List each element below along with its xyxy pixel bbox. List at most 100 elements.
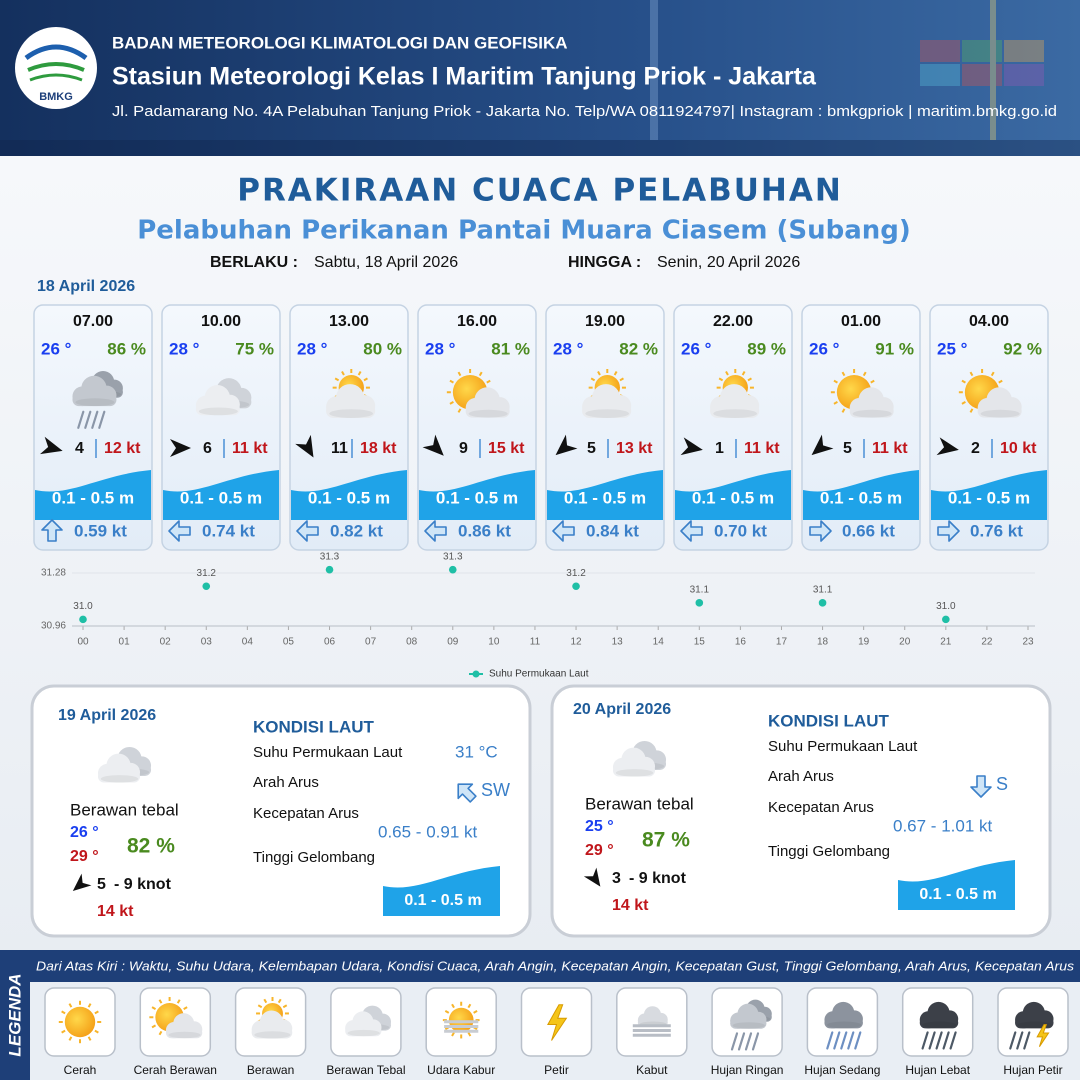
- time: 13.00: [329, 313, 369, 330]
- wave-height: 0.1 - 0.5 m: [564, 488, 646, 507]
- logo-arc: [29, 73, 83, 82]
- cloud-base: [710, 403, 760, 418]
- cloud-shade: [75, 398, 115, 407]
- wind-direction: [170, 439, 191, 457]
- header-band: [0, 0, 1080, 156]
- x-tick-label: 02: [160, 637, 172, 648]
- wind-direction: [936, 437, 959, 456]
- weather-icon: [582, 369, 632, 418]
- wind-speed: 9: [459, 440, 468, 457]
- daily-panel: 20 April 2026 Berawan tebal 25 ° 29 ° 87 % 3-…: [550, 684, 1052, 938]
- sea-heading: KONDISI LAUT: [768, 711, 890, 730]
- sun-ray: [467, 1003, 472, 1009]
- temperature: 28 °: [425, 339, 456, 358]
- sun-ray: [478, 371, 483, 377]
- sun-ray: [87, 1003, 92, 1008]
- weather-icon: [442, 1001, 480, 1039]
- sun-ray: [833, 401, 838, 405]
- cloud-base: [612, 764, 656, 777]
- sun-ray: [467, 1032, 472, 1037]
- x-tick-label: 08: [406, 637, 418, 648]
- wave: [419, 470, 535, 520]
- current-speed: 0.76 kt: [970, 521, 1023, 540]
- x-tick-label: 10: [488, 637, 500, 648]
- cloud-base: [72, 393, 117, 407]
- cloud-shade: [168, 1031, 201, 1039]
- current-direction: [809, 520, 832, 542]
- wave-height: 0.1 - 0.5 m: [948, 488, 1030, 507]
- weather-icon: [149, 997, 203, 1039]
- value-label: 31.1: [813, 584, 833, 595]
- wave: [547, 470, 663, 520]
- legend-item: Hujan Ringan: [711, 987, 783, 1077]
- x-tick-label: 12: [570, 637, 582, 648]
- wave-height: 0.1 - 0.5 m: [919, 886, 996, 903]
- cloud-shade: [347, 1029, 380, 1037]
- rain: [840, 1031, 848, 1050]
- sun-ray: [457, 371, 462, 377]
- cloud-base: [195, 402, 240, 416]
- x-tick-label: 00: [77, 637, 89, 648]
- value-label: 31.2: [566, 568, 586, 579]
- humidity: 91 %: [875, 339, 914, 358]
- wind-direction: [680, 437, 703, 456]
- current-speed: 0.82 kt: [330, 521, 383, 540]
- gust: 10 kt: [1000, 440, 1037, 457]
- x-tick-label: 22: [981, 637, 993, 648]
- sun-ray: [841, 371, 846, 377]
- cloud: [977, 387, 1022, 418]
- temperature: 28 °: [297, 339, 328, 358]
- cloud-shade: [980, 409, 1020, 418]
- x-tick-label: 21: [940, 637, 952, 648]
- weather-icon: [251, 997, 293, 1039]
- wind-speed: 4: [75, 440, 84, 457]
- current-speed: 0.59 kt: [74, 521, 127, 540]
- weather-icon: [345, 1005, 391, 1037]
- wind-speed: 6: [203, 440, 212, 457]
- legend-item: Berawan Tebal: [326, 987, 405, 1077]
- rain: [826, 1031, 834, 1050]
- wind-direction: [583, 867, 601, 887]
- cloud-shade: [852, 409, 892, 418]
- legend-label: Udara Kabur: [427, 1063, 495, 1077]
- cloud: [919, 1001, 959, 1029]
- cloud-base: [582, 403, 632, 418]
- rain: [98, 410, 106, 429]
- time: 01.00: [841, 313, 881, 330]
- weather-icon: [326, 369, 376, 418]
- cloud: [251, 1010, 293, 1039]
- sun: [64, 1006, 96, 1038]
- day-date: 19 April 2026: [58, 707, 156, 724]
- title: PRAKIRAAN CUACA PELABUHAN: [237, 173, 843, 209]
- valid-to: Senin, 20 April 2026: [657, 254, 800, 271]
- y-tick-label: 30.96: [41, 621, 66, 632]
- weather-icon: [195, 378, 252, 416]
- weather-icon: [1009, 1001, 1054, 1050]
- sun-ray: [94, 1010, 99, 1015]
- valid-from: Sabtu, 18 April 2026: [314, 254, 458, 271]
- x-tick-label: 19: [858, 637, 870, 648]
- time: 07.00: [73, 313, 113, 330]
- legend-item: Hujan Lebat: [901, 987, 974, 1077]
- point: [202, 582, 211, 591]
- humidity: 80 %: [363, 339, 402, 358]
- humidity: 89 %: [747, 339, 786, 358]
- wind-range: - 9 knot: [114, 876, 172, 893]
- background: [0, 155, 1080, 1080]
- gust: 15 kt: [488, 440, 525, 457]
- rain: [847, 1031, 855, 1050]
- cloud-shade: [329, 409, 374, 418]
- wind-speed: 5: [843, 440, 852, 457]
- panel-bg: [30, 684, 532, 938]
- weather-icon: [710, 369, 760, 418]
- subtitle: Pelabuhan Perikanan Pantai Muara Ciasem …: [137, 216, 911, 246]
- current-direction: [41, 519, 63, 542]
- sun-ray: [747, 377, 752, 382]
- address: Jl. Padamarang No. 4A Pelabuhan Tanjung …: [112, 103, 1057, 120]
- bolt: [547, 1004, 568, 1041]
- sun-ray: [451, 1032, 455, 1037]
- legend-item: Hujan Sedang: [804, 987, 880, 1077]
